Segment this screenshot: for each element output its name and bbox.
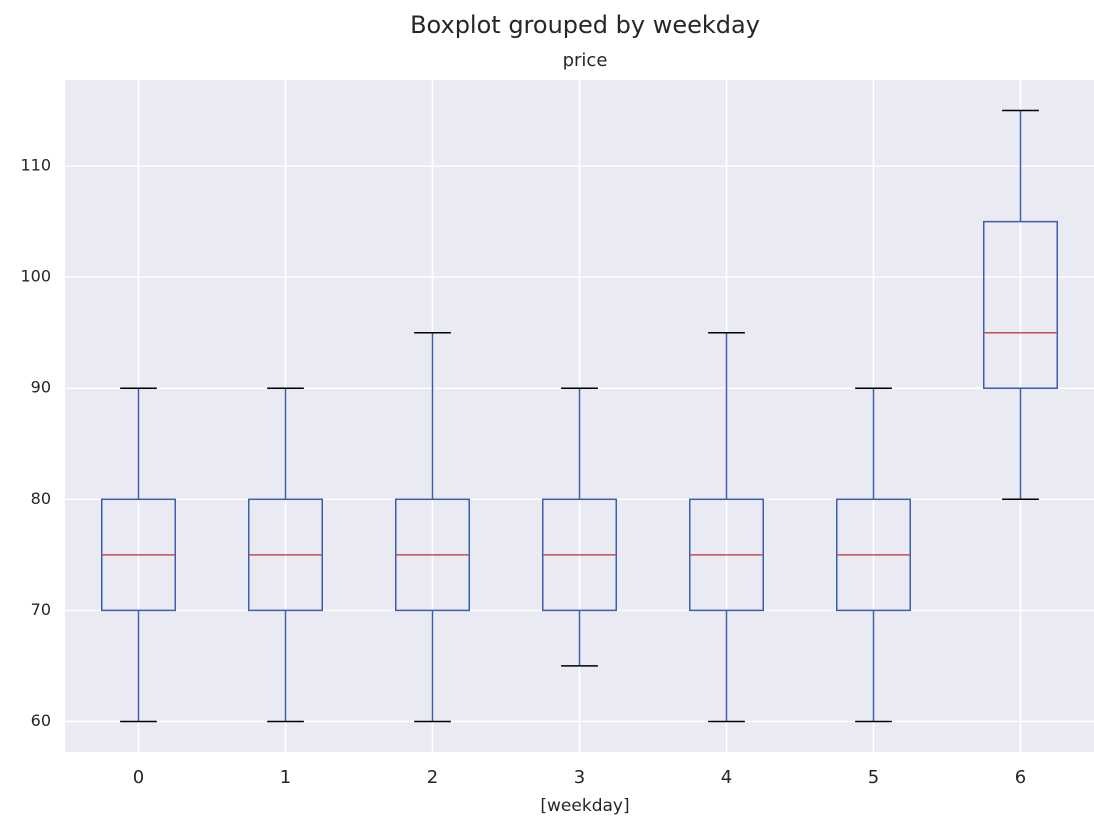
y-tick-label: 70 (31, 600, 51, 619)
y-tick-label: 80 (31, 489, 51, 508)
y-tick-label: 60 (31, 711, 51, 730)
x-tick-label: 6 (1015, 767, 1026, 788)
x-tick-label: 5 (868, 767, 879, 788)
x-tick-label: 0 (133, 767, 144, 788)
y-tick-label: 90 (31, 378, 51, 397)
y-tick-label: 100 (20, 267, 51, 286)
chart-subtitle: price (563, 50, 608, 71)
box (983, 220, 1058, 389)
chart-title: Boxplot grouped by weekday (410, 11, 760, 39)
x-tick-label: 1 (280, 767, 291, 788)
y-tick-label: 110 (20, 156, 51, 175)
x-tick-label: 3 (574, 767, 585, 788)
x-tick-label: 4 (721, 767, 732, 788)
x-tick-label: 2 (427, 767, 438, 788)
x-axis-label: [weekday] (540, 796, 629, 816)
